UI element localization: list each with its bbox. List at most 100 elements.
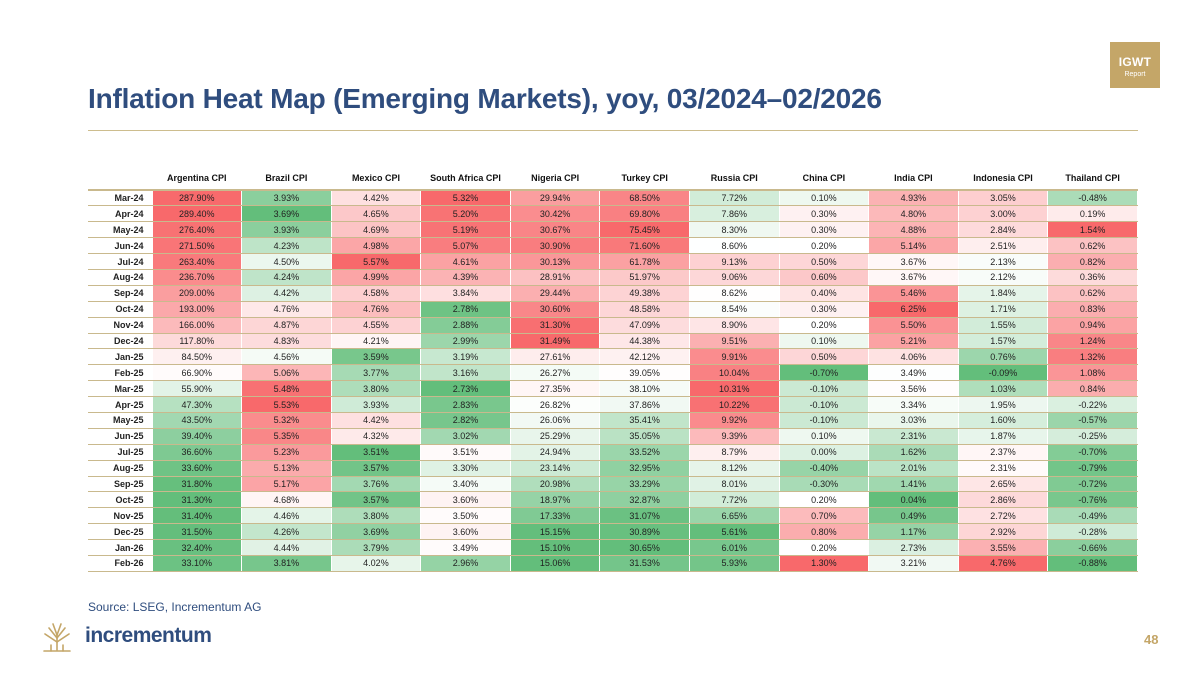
heatmap-cell: 49.38% bbox=[599, 285, 690, 302]
heatmap-cell: 3.40% bbox=[420, 476, 511, 493]
heatmap-cell: 1.32% bbox=[1047, 348, 1138, 366]
heatmap-cell: 5.93% bbox=[689, 555, 780, 572]
heatmap-cell: 287.90% bbox=[152, 189, 243, 207]
heatmap-cell: 9.92% bbox=[689, 412, 780, 429]
heatmap-cell: 0.50% bbox=[779, 253, 870, 270]
heatmap-cell: 10.31% bbox=[689, 380, 780, 398]
heatmap-cell: 2.86% bbox=[958, 491, 1049, 509]
heatmap-header-row: Argentina CPI Brazil CPI Mexico CPI South A… bbox=[88, 166, 1138, 191]
heatmap-cell: 0.83% bbox=[1047, 301, 1138, 318]
heatmap-cell: -0.25% bbox=[1047, 428, 1138, 445]
heatmap-cell: 1.87% bbox=[958, 428, 1049, 445]
heatmap-cell: 1.71% bbox=[958, 301, 1049, 318]
heatmap-cell: 23.14% bbox=[510, 460, 601, 477]
title-divider bbox=[88, 130, 1138, 131]
heatmap-cell: 4.99% bbox=[331, 269, 422, 286]
heatmap-cell: 3.59% bbox=[331, 348, 422, 366]
heatmap-cell: -0.28% bbox=[1047, 523, 1138, 541]
heatmap-cell: 2.96% bbox=[420, 555, 511, 572]
column-header: Turkey CPI bbox=[599, 166, 690, 191]
heatmap-cell: 4.02% bbox=[331, 555, 422, 572]
heatmap-cell: 35.41% bbox=[599, 412, 690, 429]
heatmap-cell: 0.94% bbox=[1047, 317, 1138, 334]
row-label: Oct-25 bbox=[88, 491, 153, 509]
heatmap-cell: 71.60% bbox=[599, 237, 690, 255]
heatmap-cell: 1.30% bbox=[779, 555, 870, 572]
heatmap-cell: 4.39% bbox=[420, 269, 511, 286]
heatmap-cell: 61.78% bbox=[599, 253, 690, 270]
heatmap-cell: 4.98% bbox=[331, 237, 422, 255]
heatmap-cell: 3.49% bbox=[420, 539, 511, 556]
heatmap-cell: 289.40% bbox=[152, 205, 243, 223]
heatmap-row: May-24 276.40% 3.93% 4.69% 5.19% 30.67% 75.45%… bbox=[88, 221, 1138, 239]
heatmap-cell: 3.60% bbox=[420, 523, 511, 541]
heatmap-cell: 3.19% bbox=[420, 348, 511, 366]
heatmap-cell: 5.21% bbox=[868, 333, 959, 350]
heatmap-cell: 2.99% bbox=[420, 333, 511, 350]
heatmap-cell: 0.49% bbox=[868, 507, 959, 525]
heatmap-cell: -0.79% bbox=[1047, 460, 1138, 477]
heatmap-cell: -0.70% bbox=[1047, 444, 1138, 461]
heatmap-cell: 3.03% bbox=[868, 412, 959, 429]
heatmap-cell: 4.26% bbox=[241, 523, 332, 541]
heatmap-cell: 5.14% bbox=[868, 237, 959, 255]
heatmap-cell: 0.20% bbox=[779, 237, 870, 255]
heatmap-row: Oct-24 193.00% 4.76% 4.76% 2.78% 30.60% 48.58%… bbox=[88, 301, 1138, 318]
heatmap-row: Dec-24 117.80% 4.83% 4.21% 2.99% 31.49% 44.38%… bbox=[88, 333, 1138, 350]
row-label: Apr-24 bbox=[88, 205, 153, 223]
heatmap-table: Argentina CPI Brazil CPI Mexico CPI South A… bbox=[88, 166, 1138, 572]
heatmap-cell: 4.61% bbox=[420, 253, 511, 270]
heatmap-cell: 8.79% bbox=[689, 444, 780, 461]
igwt-report-badge: IGWT Report bbox=[1110, 42, 1160, 88]
heatmap-cell: 3.60% bbox=[420, 491, 511, 509]
heatmap-cell: 31.30% bbox=[510, 317, 601, 334]
row-label: Dec-24 bbox=[88, 333, 153, 350]
heatmap-cell: 2.65% bbox=[958, 476, 1049, 493]
heatmap-cell: 4.68% bbox=[241, 491, 332, 509]
heatmap-cell: 1.03% bbox=[958, 380, 1049, 398]
heatmap-cell: 37.86% bbox=[599, 396, 690, 413]
heatmap-cell: 9.13% bbox=[689, 253, 780, 270]
column-header: Thailand CPI bbox=[1047, 166, 1138, 191]
heatmap-cell: 4.42% bbox=[331, 189, 422, 207]
heatmap-cell: 3.80% bbox=[331, 507, 422, 525]
heatmap-cell: 3.56% bbox=[868, 380, 959, 398]
heatmap-row: Jun-25 39.40% 5.35% 4.32% 3.02% 25.29% 35.05% 9… bbox=[88, 428, 1138, 445]
heatmap-cell: -0.10% bbox=[779, 396, 870, 413]
heatmap-cell: 0.04% bbox=[868, 491, 959, 509]
heatmap-cell: 1.62% bbox=[868, 444, 959, 461]
heatmap-cell: 0.30% bbox=[779, 205, 870, 223]
heatmap-cell: 1.41% bbox=[868, 476, 959, 493]
heatmap-cell: 2.31% bbox=[958, 460, 1049, 477]
heatmap-row: Jul-24 263.40% 4.50% 5.57% 4.61% 30.13% 61.78%… bbox=[88, 253, 1138, 270]
heatmap-cell: 47.09% bbox=[599, 317, 690, 334]
heatmap-cell: 2.01% bbox=[868, 460, 959, 477]
heatmap-cell: 236.70% bbox=[152, 269, 243, 286]
heatmap-row: Feb-26 33.10% 3.81% 4.02% 2.96% 15.06% 31.53% 5… bbox=[88, 555, 1138, 572]
heatmap-cell: -0.76% bbox=[1047, 491, 1138, 509]
heatmap-cell: 29.44% bbox=[510, 285, 601, 302]
heatmap-cell: 2.37% bbox=[958, 444, 1049, 461]
heatmap-cell: 3.93% bbox=[241, 221, 332, 239]
heatmap-cell: 3.93% bbox=[331, 396, 422, 413]
heatmap-cell: 3.81% bbox=[241, 555, 332, 572]
heatmap-cell: 0.20% bbox=[779, 491, 870, 509]
heatmap-cell: 75.45% bbox=[599, 221, 690, 239]
heatmap-cell: 9.06% bbox=[689, 269, 780, 286]
heatmap-cell: 30.90% bbox=[510, 237, 601, 255]
heatmap-cell: 0.20% bbox=[779, 317, 870, 334]
heatmap-cell: 4.42% bbox=[331, 412, 422, 429]
heatmap-cell: 5.48% bbox=[241, 380, 332, 398]
heatmap-cell: 42.12% bbox=[599, 348, 690, 366]
heatmap-cell: -0.10% bbox=[779, 412, 870, 429]
heatmap-cell: 29.94% bbox=[510, 189, 601, 207]
heatmap-cell: 3.67% bbox=[868, 269, 959, 286]
heatmap-cell: 39.05% bbox=[599, 364, 690, 382]
column-header: Brazil CPI bbox=[241, 166, 332, 191]
heatmap-cell: 15.15% bbox=[510, 523, 601, 541]
heatmap-cell: 0.40% bbox=[779, 285, 870, 302]
heatmap-cell: 5.35% bbox=[241, 428, 332, 445]
heatmap-cell: 3.93% bbox=[241, 189, 332, 207]
heatmap-cell: 166.00% bbox=[152, 317, 243, 334]
heatmap-cell: 8.60% bbox=[689, 237, 780, 255]
